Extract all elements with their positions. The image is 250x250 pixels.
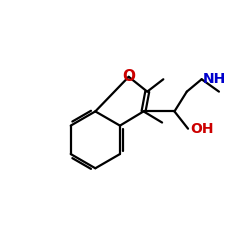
Text: O: O xyxy=(122,69,135,84)
Text: NH: NH xyxy=(203,72,226,86)
Text: OH: OH xyxy=(190,122,214,136)
